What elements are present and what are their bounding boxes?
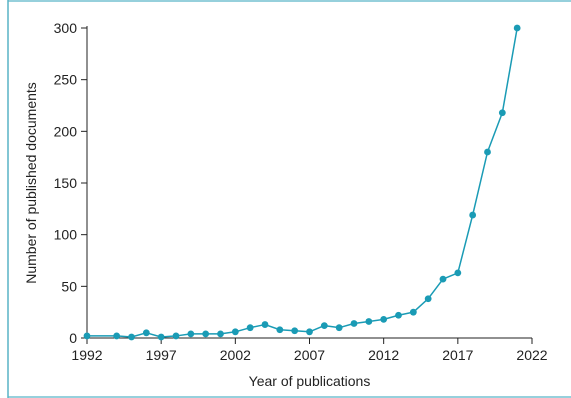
data-point (128, 333, 135, 341)
data-point (365, 318, 373, 325)
data-point (246, 324, 254, 332)
data-point (157, 333, 165, 341)
x-tick-label: 2007 (294, 347, 325, 363)
data-point (261, 321, 269, 328)
data-point (83, 332, 91, 340)
data-point (202, 330, 210, 338)
data-point (484, 148, 491, 156)
data-point (335, 324, 343, 332)
x-tick-label: 1997 (146, 347, 177, 363)
y-tick-label: 50 (61, 278, 77, 294)
x-tick-label: 1992 (71, 347, 102, 363)
y-tick-label: 150 (54, 175, 78, 191)
x-tick-label: 2022 (516, 347, 547, 363)
data-point (276, 326, 284, 334)
data-point (172, 332, 180, 340)
data-point (142, 329, 150, 337)
data-point (217, 330, 224, 338)
y-tick-label: 200 (54, 123, 78, 139)
data-point (231, 328, 239, 336)
data-point (291, 327, 299, 335)
y-tick-label: 300 (54, 20, 78, 36)
data-point (187, 330, 195, 338)
data-point (498, 109, 506, 117)
data-point (395, 311, 402, 319)
data-point (424, 295, 432, 303)
axes (86, 26, 532, 339)
data-point (113, 332, 121, 340)
data-point (469, 211, 477, 219)
x-axis-ticks: 1992 1997 2002 2007 2012 2017 2022 (71, 338, 548, 363)
frame-lines (7, 0, 571, 398)
x-tick-label: 2002 (220, 347, 251, 363)
y-tick-label: 0 (69, 330, 77, 346)
y-tick-label: 250 (54, 72, 78, 88)
x-axis-label: Year of publications (249, 373, 371, 389)
data-point (306, 328, 313, 336)
series-group (83, 24, 521, 341)
data-point (380, 316, 388, 323)
data-point (409, 308, 417, 316)
y-axis-label: Number of published documents (23, 82, 39, 284)
series-line (87, 27, 518, 338)
data-point (320, 322, 328, 329)
x-tick-label: 2017 (442, 347, 473, 363)
data-point (350, 320, 358, 327)
data-point (513, 24, 521, 32)
data-point (454, 269, 462, 277)
y-tick-label: 100 (54, 227, 78, 243)
y-axis-ticks: 0 50 100 150 200 250 300 (54, 20, 87, 346)
data-point (439, 275, 447, 283)
x-tick-label: 2012 (368, 347, 399, 363)
